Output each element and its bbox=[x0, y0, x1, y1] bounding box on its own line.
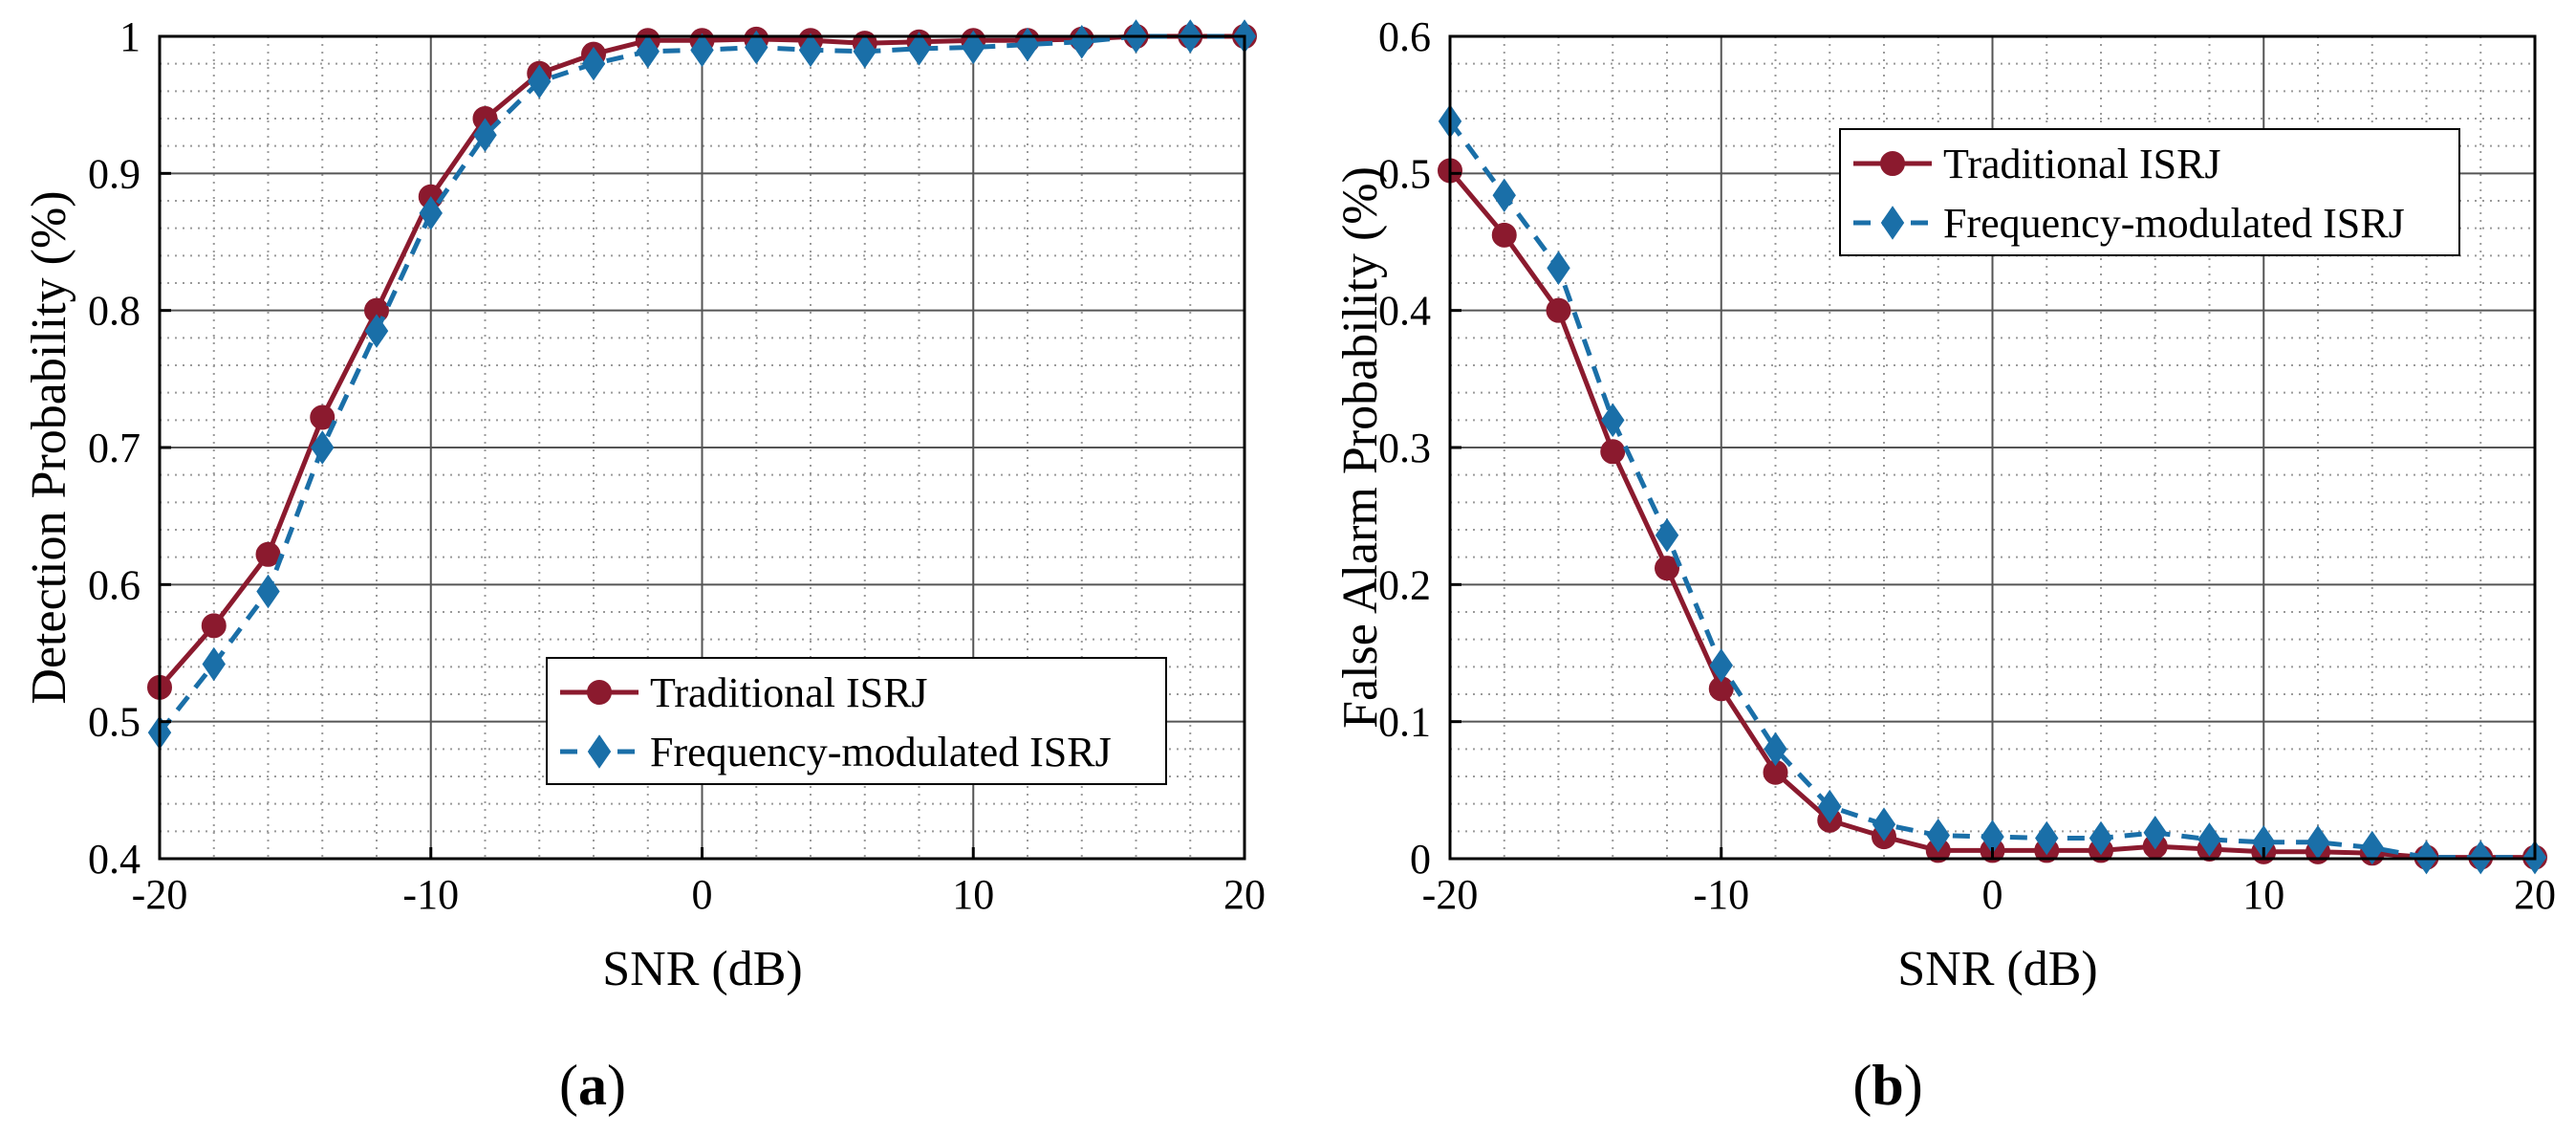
chart-a-series-frequency_modulated-point bbox=[311, 430, 335, 465]
chart-a-x-axis-label: SNR (dB) bbox=[602, 942, 802, 996]
chart-a-series-frequency_modulated-point bbox=[1015, 27, 1040, 62]
chart-b-series-frequency_modulated-point bbox=[1547, 251, 1570, 285]
chart-a: -20 -10 0 10 200.40.50.60.70.80.91 SNR (dB) … bbox=[22, 13, 1266, 1117]
chart-b-legend-box bbox=[1839, 128, 2460, 256]
chart-b-y-tick-label: 0.6 bbox=[1378, 13, 1431, 60]
chart-b-series-frequency_modulated-point bbox=[1709, 648, 1733, 683]
chart-a-series-frequency_modulated-point bbox=[202, 646, 226, 682]
chart-b-y-tick-label: 0.2 bbox=[1378, 561, 1431, 608]
chart-a-y-tick-label: 0.5 bbox=[88, 699, 141, 746]
chart-b-x-axis-label: SNR (dB) bbox=[1897, 942, 2097, 996]
panel-label-a: (a) bbox=[559, 1054, 626, 1117]
chart-b-legend-frequency_modulated-marker bbox=[1880, 206, 1905, 240]
chart-a-series-frequency_modulated-point bbox=[636, 34, 660, 69]
chart-a-legend-frequency_modulated-marker bbox=[587, 734, 612, 769]
chart-a-x-tick-label: 20 bbox=[1223, 871, 1266, 918]
chart-b-y-tick-label: 0.4 bbox=[1378, 288, 1431, 335]
chart-a-series-traditional-point bbox=[310, 404, 336, 430]
chart-b-x-tick-label: -10 bbox=[1693, 871, 1749, 918]
chart-a-series-frequency_modulated-point bbox=[364, 314, 389, 348]
chart-b-y-tick-label: 0.5 bbox=[1378, 150, 1431, 197]
chart-a-series-frequency_modulated-point bbox=[419, 196, 443, 230]
chart-a-y-tick-label: 0.8 bbox=[88, 288, 141, 335]
chart-a-series-frequency_modulated-point bbox=[907, 32, 931, 66]
chart-a-series-frequency_modulated-point bbox=[798, 33, 823, 68]
chart-b-y-tick-label: 0 bbox=[1410, 836, 1431, 883]
chart-a-legend: Traditional ISRJ Frequency-modulated ISRJ bbox=[546, 657, 1167, 785]
chart-a-ticks: -20 -10 0 10 20 0.4 0.5 0.6 0.7 0.8 0.9 1 bbox=[88, 13, 1266, 918]
chart-b-x-tick-label: 20 bbox=[2514, 871, 2556, 918]
chart-a-y-tick-label: 0.7 bbox=[88, 425, 141, 471]
chart-b-series-frequency_modulated-point bbox=[1818, 789, 1842, 824]
chart-b-series-traditional-point bbox=[1600, 439, 1626, 465]
panel-label-b: (b) bbox=[1852, 1054, 1922, 1117]
chart-a-series-frequency_modulated-point bbox=[473, 118, 497, 152]
chart-b-legend-traditional-marker bbox=[1880, 151, 1905, 176]
chart-b-y-axis-label: False Alarm Probability (%) bbox=[1333, 166, 1388, 729]
chart-b-x-tick-label: 10 bbox=[2242, 871, 2284, 918]
chart-b-legend-traditional-label: Traditional ISRJ bbox=[1943, 141, 2221, 187]
chart-a-series-traditional-point bbox=[255, 541, 281, 567]
chart-a-y-tick-label: 0.9 bbox=[88, 150, 141, 197]
chart-a-x-tick-label: -10 bbox=[402, 871, 459, 918]
chart-a-y-axis-label: Detection Probability (%) bbox=[22, 190, 76, 704]
chart-a-series-traditional-point bbox=[201, 613, 227, 639]
chart-a-legend-traditional-label: Traditional ISRJ bbox=[650, 669, 928, 716]
chart-b-series-traditional-point bbox=[1491, 222, 1517, 248]
chart-b-x-tick-label: 0 bbox=[1982, 871, 2003, 918]
chart-a-y-tick-label: 0.4 bbox=[88, 836, 141, 883]
chart-b-ticks: -20 -10 0 10 20 0 0.1 0.2 0.3 0.4 0.5 0.6 bbox=[1378, 13, 2556, 918]
chart-b-legend: Traditional ISRJ Frequency-modulated ISRJ bbox=[1839, 128, 2460, 256]
chart-b-plot bbox=[1438, 104, 2547, 875]
chart-a-series-frequency_modulated-point bbox=[690, 33, 714, 68]
chart-b-legend-frequency_modulated-label: Frequency-modulated ISRJ bbox=[1943, 200, 2405, 247]
chart-a-series-frequency_modulated-point bbox=[256, 574, 280, 609]
chart-a-x-tick-label: -20 bbox=[132, 871, 188, 918]
chart-a-y-tick-label: 1 bbox=[119, 13, 141, 60]
chart-a-series-frequency_modulated-point bbox=[745, 30, 768, 65]
chart-a-series-frequency_modulated-point bbox=[962, 30, 985, 65]
chart-a-series-frequency_modulated-point bbox=[581, 46, 606, 81]
chart-b-series-traditional-point bbox=[1655, 556, 1679, 581]
chart-a-legend-frequency_modulated-label: Frequency-modulated ISRJ bbox=[650, 729, 1112, 776]
chart-a-x-tick-label: 0 bbox=[692, 871, 713, 918]
chart-b-x-tick-label: -20 bbox=[1422, 871, 1479, 918]
chart-b-series-traditional-point bbox=[1546, 297, 1571, 323]
chart-b-y-tick-label: 0.3 bbox=[1378, 425, 1431, 471]
chart-b-series-frequency_modulated-point bbox=[2089, 820, 2113, 856]
chart-b-series-frequency_modulated-point bbox=[2197, 822, 2221, 857]
chart-b-series-frequency_modulated-point bbox=[2360, 830, 2384, 865]
chart-b-series-frequency_modulated-point bbox=[1764, 732, 1787, 767]
chart-b-series-frequency_modulated-point bbox=[1601, 403, 1625, 438]
chart-a-legend-traditional-marker bbox=[587, 680, 612, 705]
chart-b-y-tick-label: 0.1 bbox=[1378, 699, 1431, 746]
chart-b-series-frequency_modulated-point bbox=[1492, 178, 1516, 213]
chart-b-series-frequency_modulated-point bbox=[2035, 820, 2059, 856]
chart-a-legend-box bbox=[546, 657, 1167, 785]
chart-a-series-frequency_modulated-point bbox=[853, 34, 877, 69]
chart-a-x-tick-label: 10 bbox=[952, 871, 994, 918]
chart-b-series-frequency_modulated-point bbox=[1872, 807, 1896, 841]
chart-b-series-frequency_modulated-point bbox=[1926, 818, 1950, 853]
chart-a-series-frequency_modulated-point bbox=[528, 64, 552, 99]
chart-b-series-frequency_modulated-point bbox=[1655, 517, 1679, 553]
chart-a-y-tick-label: 0.6 bbox=[88, 561, 141, 608]
chart-b-series-frequency_modulated-point bbox=[2143, 816, 2167, 850]
